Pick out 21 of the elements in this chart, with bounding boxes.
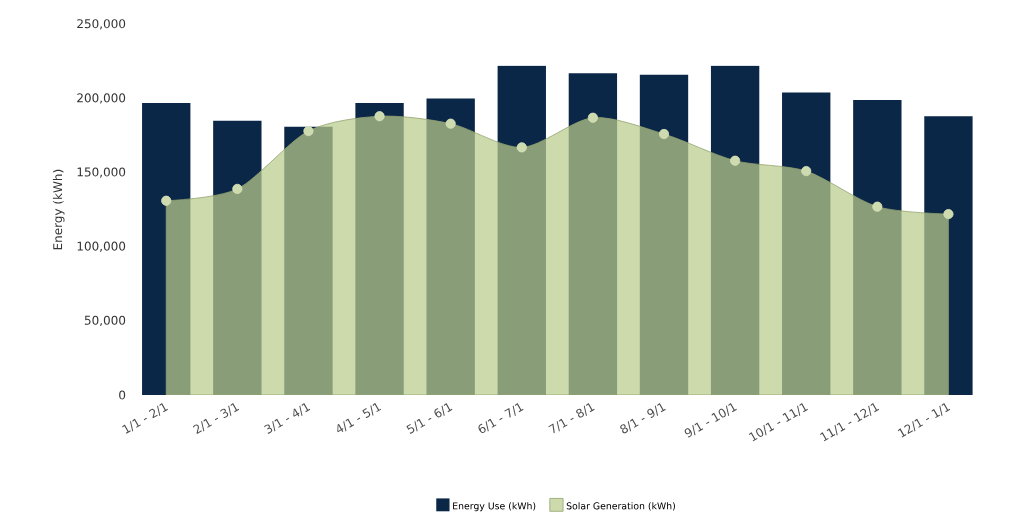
y-tick-label: 0 xyxy=(119,390,126,400)
y-axis-title: Energy (kWh) xyxy=(52,169,65,250)
legend-label: Solar Generation (kWh) xyxy=(566,502,675,511)
x-tick-label: 1/1 - 2/1 xyxy=(122,403,168,434)
y-tick-label: 150,000 xyxy=(77,167,126,178)
x-tick-label: 3/1 - 4/1 xyxy=(264,403,311,434)
x-tick-label: 12/1 - 1/1 xyxy=(897,403,951,438)
x-tick-label: 11/1 - 12/1 xyxy=(820,403,880,442)
x-tick-label: 8/1 - 9/1 xyxy=(620,403,666,434)
x-tick-label: 7/1 - 8/1 xyxy=(548,403,595,434)
x-tick-label: 2/1 - 3/1 xyxy=(192,403,240,434)
x-tick-label: 9/1 - 10/1 xyxy=(684,403,737,438)
legend-label: Energy Use (kWh) xyxy=(453,502,536,512)
x-tick-label: 10/1 - 11/1 xyxy=(748,403,808,442)
x-tick-label: 6/1 - 7/1 xyxy=(478,403,524,434)
y-tick-label: 200,000 xyxy=(77,93,126,104)
y-tick-label: 100,000 xyxy=(77,241,126,252)
x-tick-label: 5/1 - 6/1 xyxy=(406,403,453,434)
x-tick-label: 4/1 - 5/1 xyxy=(337,402,382,433)
y-tick-label: 50,000 xyxy=(84,315,126,327)
y-tick-label: 250,000 xyxy=(77,19,126,30)
